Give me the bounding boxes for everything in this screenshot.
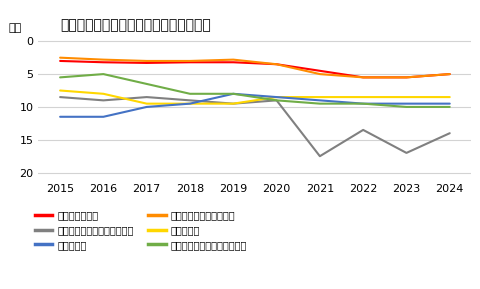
Text: ディバロッパー各社　棚卸資産回転期間: ディバロッパー各社 棚卸資産回転期間: [60, 18, 210, 32]
Text: か月: か月: [8, 23, 22, 33]
Legend: 大和ハウス工業, 野村不動産ホールディングス, 住友不動産, 長谷工コーポレーション, 三井不動産, 東急不動産ホールディングス: 大和ハウス工業, 野村不動産ホールディングス, 住友不動産, 長谷工コーポレーシ…: [35, 210, 246, 250]
